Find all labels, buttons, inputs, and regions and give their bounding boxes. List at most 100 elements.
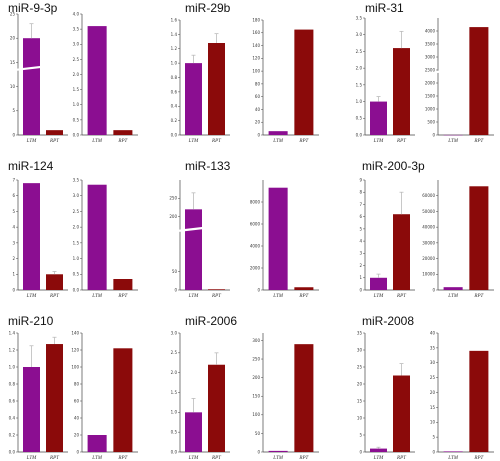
category-label: LTM <box>26 456 37 461</box>
y-tick-label: 3.5 <box>73 27 80 32</box>
panel-mir-200-3p: miR-200-3p 0 1 2 3 4 5 6 7 8 9 LTM RPT 0 10000 20000 300… <box>359 159 494 299</box>
y-tick-label: 1.5 <box>171 390 178 395</box>
y-tick-label: 30 <box>430 360 436 365</box>
y-tick-label: 2.0 <box>356 66 363 71</box>
y-tick-label: 5 <box>12 108 15 113</box>
subplot-right: 0 10000 20000 30000 40000 50000 60000 LTM RPT <box>422 180 494 299</box>
bar-rpt <box>46 344 63 452</box>
y-tick-label: 8000 <box>250 199 261 204</box>
y-tick-label: 10 <box>357 415 363 420</box>
y-tick-label: 3.0 <box>73 193 80 198</box>
category-label: LTM <box>91 139 102 144</box>
y-tick-label: 0.0 <box>356 132 363 137</box>
y-tick-label: 1.6 <box>171 17 178 22</box>
y-tick-label: 200 <box>252 375 260 380</box>
y-tick-label: 150 <box>252 394 260 399</box>
y-tick-label: 3.0 <box>73 42 80 47</box>
y-tick-label: 1.5 <box>356 82 363 87</box>
panel-title: miR-31 <box>365 1 404 15</box>
axis-break <box>14 65 42 72</box>
y-tick-label: 3.5 <box>356 15 363 20</box>
bar-rpt <box>469 27 489 136</box>
y-tick-label: 0 <box>257 132 260 137</box>
bar-ltm <box>185 63 202 135</box>
bar-rpt <box>46 274 63 290</box>
y-tick-label: 160 <box>252 30 260 35</box>
category-label: RPT <box>117 456 128 461</box>
category-label: LTM <box>447 139 458 144</box>
y-tick-label: 0.5 <box>73 117 80 122</box>
category-label: LTM <box>26 294 37 299</box>
y-tick-label: 50 <box>172 269 178 274</box>
bar-ltm <box>23 38 40 136</box>
y-tick-label: 50 <box>255 431 261 436</box>
category-label: LTM <box>272 456 283 461</box>
bar-rpt <box>208 364 225 452</box>
panel-title: miR-2006 <box>185 314 237 328</box>
panel-mir-210: miR-210 0.0 0.2 0.4 0.6 0.8 1.0 1.2 1.4 LTM RPT 0 20… <box>8 314 138 461</box>
bar-ltm <box>370 448 387 452</box>
y-tick-label: 0.0 <box>73 287 80 292</box>
y-tick-label: 0.0 <box>73 132 80 137</box>
axis-break <box>434 68 464 74</box>
y-tick-label: 120 <box>252 56 260 61</box>
y-tick-label: 10 <box>430 420 436 425</box>
category-label: LTM <box>188 456 199 461</box>
y-tick-label: 1.5 <box>73 87 80 92</box>
y-tick-label: 3 <box>12 240 15 245</box>
bar-rpt <box>113 279 133 290</box>
y-tick-label: 0.6 <box>171 89 178 94</box>
y-tick-label: 0 <box>12 287 15 292</box>
category-label: RPT <box>396 456 407 461</box>
bar-rpt <box>294 29 314 135</box>
category-label: LTM <box>272 139 283 144</box>
subplot-left: 0.0 0.2 0.4 0.6 0.8 1.0 1.2 1.4 1.6 LTM RPT <box>171 17 230 144</box>
axis-break <box>176 226 204 233</box>
panel-mir-2006: miR-2006 0.0 0.5 1.0 1.5 2.0 2.5 3.0 LTM RPT 0 50 10… <box>171 314 319 461</box>
subplot-right: 0 5 10 15 20 25 30 35 40 LTM RPT <box>430 330 494 461</box>
y-tick-label: 0 <box>257 449 260 454</box>
y-tick-label: 6 <box>12 193 15 198</box>
bar-rpt <box>113 348 133 452</box>
category-label: LTM <box>188 294 199 299</box>
panel-title: miR-2008 <box>362 314 414 328</box>
y-tick-label: 7 <box>12 177 15 182</box>
y-tick-label: 9 <box>359 177 362 182</box>
y-tick-label: 20 <box>74 432 80 437</box>
category-label: LTM <box>188 139 199 144</box>
subplot-right: 0 500 1000 1500 2000 2500 3000 3500 4000 LTM RPT <box>425 18 494 144</box>
y-tick-label: 0 <box>432 132 435 137</box>
y-tick-label: 250 <box>252 356 260 361</box>
y-tick-label: 0.0 <box>9 449 16 454</box>
y-tick-label: 80 <box>255 81 261 86</box>
y-tick-label: 0.5 <box>356 116 363 121</box>
y-tick-label: 5 <box>359 226 362 231</box>
panel-mir-29b: miR-29b 0.0 0.2 0.4 0.6 0.8 1.0 1.2 1.4 1.6 LTM RPT… <box>171 1 319 144</box>
y-tick-label: 2.5 <box>73 209 80 214</box>
category-label: LTM <box>447 294 458 299</box>
y-tick-label: 40 <box>430 330 436 335</box>
subplot-right: 0.0 0.5 1.0 1.5 2.0 2.5 3.0 3.5 LTM RPT <box>73 177 138 299</box>
category-label: RPT <box>298 456 309 461</box>
y-tick-label: 60000 <box>422 193 435 198</box>
y-tick-label: 0.8 <box>9 381 16 386</box>
y-tick-label: 60 <box>74 398 80 403</box>
bar-ltm <box>185 412 202 452</box>
y-tick-label: 1.0 <box>171 410 178 415</box>
y-tick-label: 1 <box>12 272 15 277</box>
subplot-right: 0 20 40 60 80 100 120 140 LTM RPT <box>71 330 138 461</box>
category-label: LTM <box>373 456 384 461</box>
y-tick-label: 1.0 <box>73 256 80 261</box>
bar-rpt <box>113 130 133 135</box>
y-tick-label: 2500 <box>425 67 436 72</box>
y-tick-label: 4 <box>359 239 362 244</box>
category-label: LTM <box>373 139 384 144</box>
y-tick-label: 35 <box>430 345 436 350</box>
y-tick-label: 1.2 <box>171 46 178 51</box>
y-tick-label: 0 <box>12 132 15 137</box>
y-tick-label: 0.8 <box>171 75 178 80</box>
y-tick-label: 2000 <box>250 265 261 270</box>
bar-ltm <box>23 183 40 290</box>
bar-rpt <box>46 130 63 135</box>
